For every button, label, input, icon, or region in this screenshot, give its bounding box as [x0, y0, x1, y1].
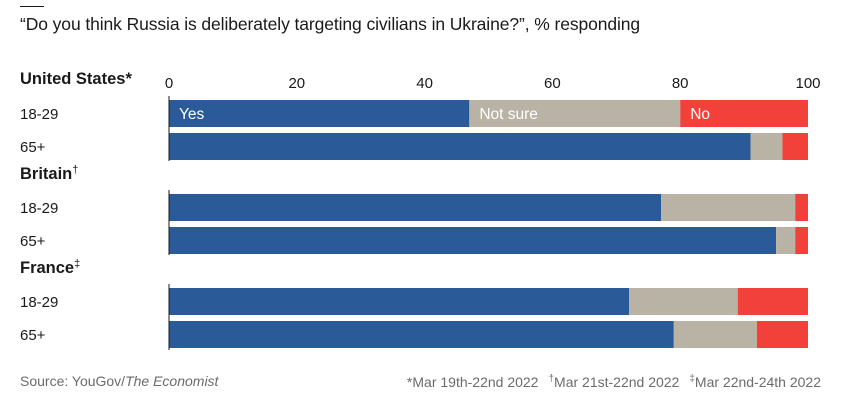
series-label: No: [690, 106, 710, 123]
stacked-bar-chart: 0 20 40 60 80 100 United States* 18-29 Yes Not su…: [20, 70, 821, 350]
x-tick-label: 20: [288, 75, 305, 92]
row-label: 65+: [20, 139, 46, 156]
bar-not-sure: [469, 100, 681, 127]
footnote-3: ‡Mar 22nd-24th 2022: [689, 373, 821, 390]
x-tick-label: 0: [165, 75, 173, 92]
bar-no: [782, 133, 808, 160]
bar-not-sure: [629, 288, 738, 315]
chart-title: “Do you think Russia is deliberately tar…: [20, 14, 641, 34]
footnote-2: †Mar 21st-22nd 2022: [548, 373, 680, 390]
group-footnote-mark: ‡: [74, 258, 80, 270]
bar-yes: [169, 321, 674, 348]
bar-no: [737, 288, 808, 315]
bar-no: [795, 194, 808, 221]
bar-yes: [169, 133, 751, 160]
bar-not-sure: [673, 321, 757, 348]
row-label: 18-29: [20, 106, 58, 123]
group-label: France‡: [20, 258, 80, 277]
x-tick-label: 40: [416, 75, 433, 92]
bar-yes: [169, 194, 662, 221]
source-note: Source: YouGov/The Economist: [20, 373, 218, 389]
footnotes: *Mar 19th-22nd 2022 †Mar 21st-22nd 2022 ‡M…: [397, 373, 821, 390]
source-text: Source: YouGov/: [20, 373, 126, 389]
group-footnote-mark: *: [125, 70, 132, 88]
x-tick-label: 60: [544, 75, 561, 92]
series-label: Yes: [179, 106, 205, 123]
bar-yes: [169, 100, 470, 127]
row-label: 18-29: [20, 200, 58, 217]
bar-not-sure: [661, 194, 796, 221]
x-tick-label: 80: [672, 75, 689, 92]
row-label: 65+: [20, 233, 46, 250]
bar-no: [756, 321, 808, 348]
row-label: 65+: [20, 327, 46, 344]
bar-yes: [169, 288, 630, 315]
bar-yes: [169, 227, 777, 254]
group-footnote-mark: †: [72, 164, 78, 176]
group-label: Britain†: [20, 164, 78, 183]
source-publication: The Economist: [125, 373, 219, 389]
bar-no: [795, 227, 808, 254]
bar-not-sure: [776, 227, 796, 254]
group-label: United States*: [20, 70, 132, 88]
title-rule: [20, 6, 44, 7]
footnote-1: *Mar 19th-22nd 2022: [406, 373, 539, 390]
x-tick-label: 100: [795, 75, 820, 92]
bar-not-sure: [750, 133, 783, 160]
series-label: Not sure: [479, 106, 538, 123]
bar-no: [680, 100, 808, 127]
row-label: 18-29: [20, 294, 58, 311]
